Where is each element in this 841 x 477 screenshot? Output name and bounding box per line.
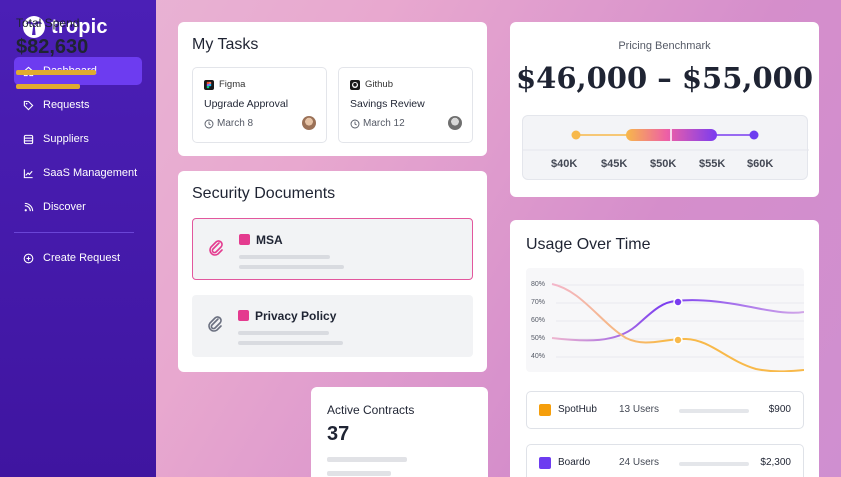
avatar <box>302 116 316 130</box>
price-tick: $50K <box>650 158 677 170</box>
app-color-swatch <box>539 404 551 416</box>
usage-over-time-title: Usage Over Time <box>526 236 651 253</box>
usage-progress-bar <box>679 409 749 413</box>
total-spend-value: $82,630 <box>16 36 89 58</box>
pricing-range: $46,000 – $55,000 <box>515 61 814 95</box>
paperclip-icon <box>209 240 223 256</box>
sidebar-divider <box>14 232 134 233</box>
palm-logo-icon <box>23 16 45 38</box>
sidebar-item-label: SaaS Management <box>43 167 138 179</box>
clock-icon <box>204 119 214 128</box>
usage-chart <box>526 268 805 373</box>
document-name: MSA <box>256 233 283 247</box>
placeholder-line <box>238 331 329 335</box>
sidebar-item-saas-management[interactable]: SaaS Management <box>14 159 142 187</box>
usage-row-spothub[interactable]: SpotHub 13 Users $900 <box>526 391 804 429</box>
clock-icon <box>350 119 360 128</box>
placeholder-line <box>239 265 344 269</box>
placeholder-line <box>327 457 407 462</box>
my-tasks-card: My Tasks Figma Upgrade Approval March 8 … <box>178 22 487 156</box>
sidebar: tropic Dashboard Requests Suppliers SaaS… <box>0 0 156 477</box>
figma-icon <box>204 79 214 90</box>
placeholder-line <box>327 471 391 476</box>
github-icon <box>350 79 360 90</box>
usage-progress-bar <box>679 462 749 466</box>
task-date: March 12 <box>350 118 405 129</box>
sidebar-item-requests[interactable]: Requests <box>14 91 142 119</box>
sidebar-item-suppliers[interactable]: Suppliers <box>14 125 142 153</box>
active-contracts-value: 37 <box>327 423 350 445</box>
app-users: 24 Users <box>619 457 660 468</box>
price-tick: $40K <box>551 158 578 170</box>
price-tick: $60K <box>747 158 774 170</box>
task-source: Figma <box>204 79 245 90</box>
task-title: Upgrade Approval <box>204 98 289 110</box>
document-item-msa[interactable]: MSA <box>192 218 473 280</box>
task-title: Savings Review <box>350 98 425 110</box>
placeholder-line <box>16 84 80 89</box>
document-tag <box>239 234 250 245</box>
security-documents-card: Security Documents MSA Privacy Policy <box>178 171 487 372</box>
sidebar-item-discover[interactable]: Discover <box>14 193 142 221</box>
placeholder-line <box>238 341 343 345</box>
brand[interactable]: tropic <box>22 15 108 39</box>
y-axis-label: 50% <box>531 335 546 342</box>
placeholder-line <box>16 70 96 75</box>
app-users: 13 Users <box>619 404 660 415</box>
database-icon <box>23 134 34 144</box>
app-name: SpotHub <box>558 404 597 415</box>
document-name: Privacy Policy <box>255 309 337 323</box>
y-axis-label: 40% <box>531 353 546 360</box>
document-tag <box>238 310 249 321</box>
tag-icon <box>23 100 34 110</box>
task-date-label: March 8 <box>217 118 254 129</box>
sidebar-item-label: Discover <box>43 201 86 213</box>
avatar <box>448 116 462 130</box>
brand-name: tropic <box>51 15 108 38</box>
y-axis-label: 60% <box>531 317 546 324</box>
task-date: March 8 <box>204 118 253 129</box>
app-amount: $900 <box>768 404 791 415</box>
sidebar-item-label: Requests <box>43 99 90 111</box>
sidebar-item-label: Suppliers <box>43 133 89 145</box>
app-color-swatch <box>539 457 551 469</box>
pricing-benchmark-title: Pricing Benchmark <box>618 40 711 52</box>
total-spend-label: Total Spend <box>16 16 80 30</box>
document-item-privacy-policy[interactable]: Privacy Policy <box>192 295 473 357</box>
plus-circle-icon <box>23 253 34 263</box>
discover-icon <box>24 202 34 211</box>
create-request-label: Create Request <box>43 252 121 264</box>
pricing-benchmark-card: Pricing Benchmark $46,000 – $55,000 $40K… <box>510 22 819 197</box>
active-contracts-card[interactable]: Active Contracts 37 <box>311 387 488 477</box>
price-tick: $45K <box>601 158 628 170</box>
security-documents-title: Security Documents <box>192 185 336 202</box>
task-source-label: Github <box>365 79 393 90</box>
usage-chart-plot <box>551 283 805 373</box>
price-tick: $55K <box>699 158 726 170</box>
create-request-button[interactable]: Create Request <box>14 244 142 272</box>
placeholder-line <box>239 255 330 259</box>
task-card[interactable]: Figma Upgrade Approval March 8 <box>192 67 327 143</box>
app-name: Boardo <box>558 457 591 468</box>
task-date-label: March 12 <box>363 118 405 129</box>
y-axis-label: 80% <box>531 281 546 288</box>
paperclip-icon <box>208 316 222 332</box>
task-source-label: Figma <box>219 79 246 90</box>
my-tasks-title: My Tasks <box>192 36 259 53</box>
price-slider-track <box>523 129 809 151</box>
app-amount: $2,300 <box>760 457 791 468</box>
chart-icon <box>23 168 33 178</box>
task-card[interactable]: Github Savings Review March 12 <box>338 67 473 143</box>
y-axis-label: 70% <box>531 299 546 306</box>
active-contracts-label: Active Contracts <box>327 403 415 417</box>
usage-row-boardo[interactable]: Boardo 24 Users $2,300 <box>526 444 804 477</box>
price-range-slider[interactable]: $40K $45K $50K $55K $60K <box>522 115 809 180</box>
usage-over-time-card: Usage Over Time 80% 70% 60% 50% 40% Spot… <box>510 220 819 477</box>
task-source: Github <box>350 79 393 90</box>
